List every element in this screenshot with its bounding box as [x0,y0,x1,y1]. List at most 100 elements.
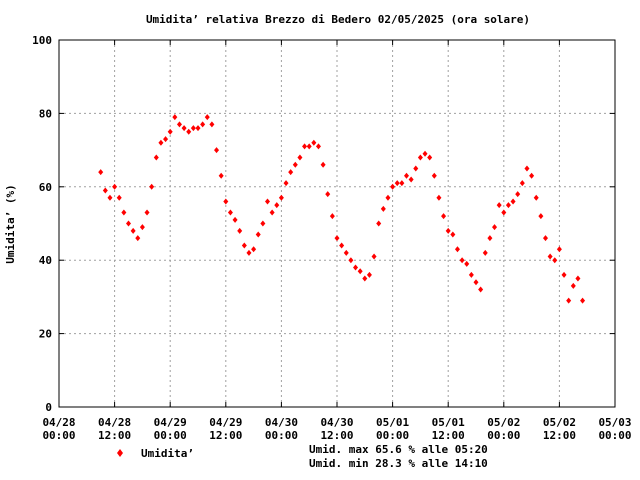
y-tick-label: 40 [39,254,52,267]
data-point [218,172,224,179]
data-point [459,257,465,264]
y-tick-label: 80 [39,107,52,120]
data-point [487,235,493,242]
x-tick-time: 12:00 [98,429,131,442]
data-point [214,147,220,154]
stat-max: Umid. max 65.6 % alle 05:20 [309,443,488,456]
data-point [302,143,308,150]
data-point [163,136,169,143]
data-point [227,209,233,216]
data-point [107,194,113,201]
x-axis-ticks: 04/2800:0004/2812:0004/2900:0004/2912:00… [42,40,632,442]
data-point [158,139,164,146]
data-point [552,257,558,264]
data-point [334,235,340,242]
data-point [362,275,368,282]
data-point [116,194,122,201]
data-point [478,286,484,293]
data-point [510,198,516,205]
chart-title: Umidita’ relativa Brezzo di Bedero 02/05… [146,13,530,26]
data-point [441,213,447,220]
data-point [190,125,196,132]
x-tick-date: 05/01 [432,416,465,429]
data-point [408,176,414,183]
data-point [144,209,150,216]
data-point [519,180,525,187]
data-point [385,194,391,201]
data-point [283,180,289,187]
data-point [223,198,229,205]
data-point [149,183,155,190]
data-point [251,246,257,253]
data-point [505,202,511,209]
y-tick-label: 0 [45,401,52,414]
x-tick-time: 00:00 [265,429,298,442]
data-point [288,169,294,176]
data-point [390,183,396,190]
data-point [292,161,298,168]
data-point [315,143,321,150]
data-point [570,282,576,289]
data-point [394,180,400,187]
data-point [561,271,567,278]
data-point [306,143,312,150]
data-point [417,154,423,161]
data-point [135,235,141,242]
data-point [130,227,136,234]
data-point [413,165,419,172]
data-point [566,297,572,304]
stat-min: Umid. min 28.3 % alle 14:10 [309,457,488,470]
y-tick-label: 60 [39,181,52,194]
data-point [329,213,335,220]
y-axis-label: Umidita’ (%) [4,184,17,263]
x-tick-time: 12:00 [209,429,242,442]
data-point [204,114,210,121]
x-tick-date: 04/30 [265,416,298,429]
x-tick-date: 04/30 [320,416,353,429]
y-tick-label: 20 [39,328,52,341]
data-point [172,114,178,121]
data-point [533,194,539,201]
y-tick-label: 100 [32,34,52,47]
x-tick-date: 05/03 [598,416,631,429]
data-point [348,257,354,264]
data-point [320,161,326,168]
x-tick-time: 00:00 [376,429,409,442]
x-tick-time: 12:00 [543,429,576,442]
x-tick-date: 04/28 [98,416,131,429]
y-axis-ticks: 0 20 40 60 80 100 [32,34,615,414]
legend: Umidita’ [117,447,194,460]
x-tick-time: 00:00 [487,429,520,442]
data-point [278,194,284,201]
data-point [265,198,270,205]
data-point [241,242,247,249]
legend-marker [117,449,123,457]
data-point [269,209,275,216]
data-point [167,128,173,135]
data-point [112,183,118,190]
data-point [297,154,303,161]
data-point [195,125,201,132]
data-point [450,231,456,238]
data-point [186,128,192,135]
x-tick-time: 00:00 [598,429,631,442]
x-tick-date: 05/02 [543,416,576,429]
x-tick-date: 05/01 [376,416,409,429]
data-point [246,249,252,256]
data-point [427,154,433,161]
data-point [399,180,405,187]
data-point [343,249,349,256]
data-point [153,154,159,161]
data-point [380,205,386,212]
data-point [524,165,530,172]
data-point [357,268,363,275]
data-point [376,220,382,227]
x-tick-time: 12:00 [320,429,353,442]
data-point [468,271,474,278]
data-point [422,150,428,157]
data-point [482,249,488,256]
data-point [366,271,372,278]
data-point [255,231,261,238]
data-point [339,242,345,249]
